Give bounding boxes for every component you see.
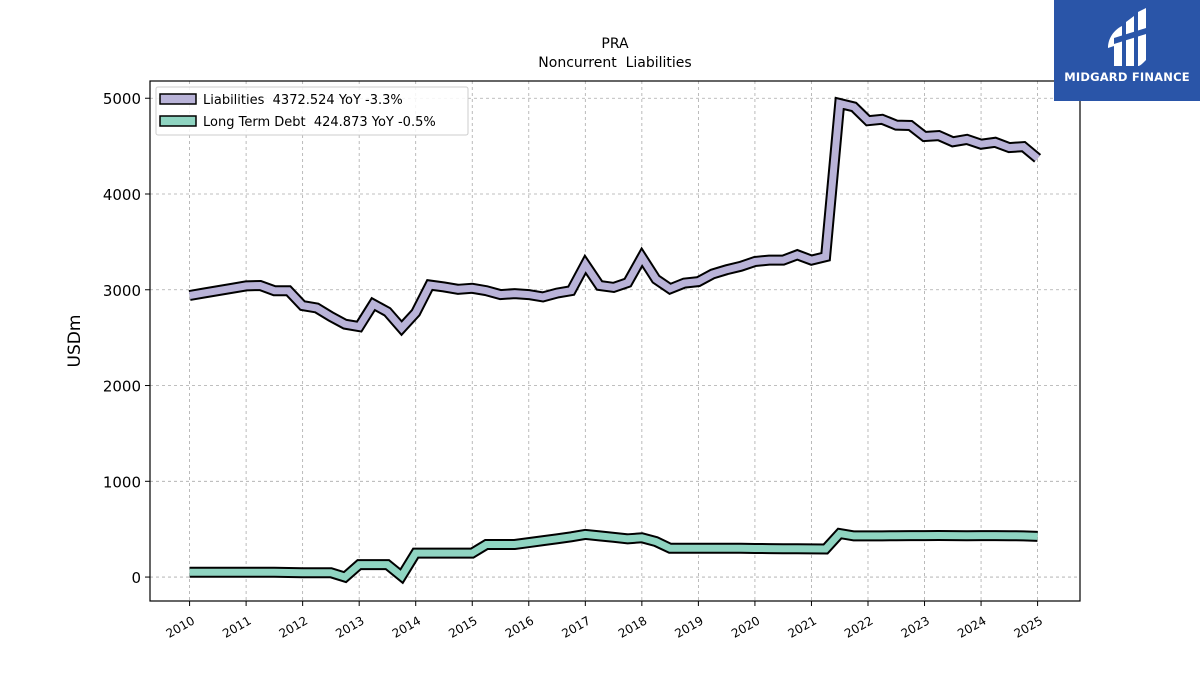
x-tick-label: 2010 [164, 613, 197, 640]
x-tick-label: 2018 [616, 613, 649, 640]
brand-name: MIDGARD FINANCE [1064, 70, 1190, 84]
series-line-long-term-debt [189, 529, 1038, 582]
legend: Liabilities 4372.524 YoY -3.3% Long Term… [155, 86, 469, 136]
legend-label-long-term-debt: Long Term Debt 424.873 YoY -0.5% [203, 115, 436, 130]
y-tick-label: 5000 [103, 90, 141, 108]
x-tick-label: 2016 [503, 613, 536, 640]
x-tick-label: 2021 [786, 613, 819, 640]
x-tick-label: 2011 [220, 613, 253, 640]
y-tick-label: 4000 [103, 186, 141, 204]
x-tick-label: 2020 [729, 613, 762, 640]
y-axis-label: USDm [65, 315, 85, 368]
legend-swatch-liabilities [159, 93, 197, 105]
y-tick-label: 1000 [103, 473, 141, 491]
brand-logo: MIDGARD FINANCE [1054, 0, 1200, 101]
x-tick-label: 2014 [390, 613, 423, 640]
chart-title: PRA [601, 36, 629, 52]
series-layer [188, 96, 1042, 585]
x-tick-label: 2015 [446, 613, 479, 640]
x-tick-label: 2017 [559, 613, 592, 640]
y-tick-label: 0 [131, 569, 141, 587]
x-tick-label: 2012 [277, 613, 310, 640]
x-tick-label: 2019 [672, 613, 705, 640]
x-tick-label: 2022 [842, 613, 875, 640]
midgard-logo-icon [1108, 8, 1146, 66]
x-tick-label: 2024 [955, 613, 988, 640]
chart-subtitle: Noncurrent Liabilities [538, 55, 691, 71]
x-tick-label: 2025 [1012, 613, 1045, 640]
x-axis-ticks: 2010 2011 2012 2013 2014 2015 2016 2017 2018 2019… [164, 601, 1045, 641]
grid-lines [150, 81, 1080, 601]
legend-label-liabilities: Liabilities 4372.524 YoY -3.3% [203, 93, 403, 108]
series-line-liabilities [189, 99, 1040, 334]
series-outline-liabilities [188, 96, 1042, 337]
y-axis-ticks: 0 1000 2000 3000 4000 5000 [103, 90, 150, 587]
legend-swatch-long-term-debt [159, 115, 197, 127]
y-tick-label: 2000 [103, 378, 141, 396]
legend-box [155, 86, 469, 136]
x-tick-label: 2023 [899, 613, 932, 640]
x-tick-label: 2013 [333, 613, 366, 640]
plot-frame [149, 80, 1081, 602]
y-tick-label: 3000 [103, 282, 141, 300]
